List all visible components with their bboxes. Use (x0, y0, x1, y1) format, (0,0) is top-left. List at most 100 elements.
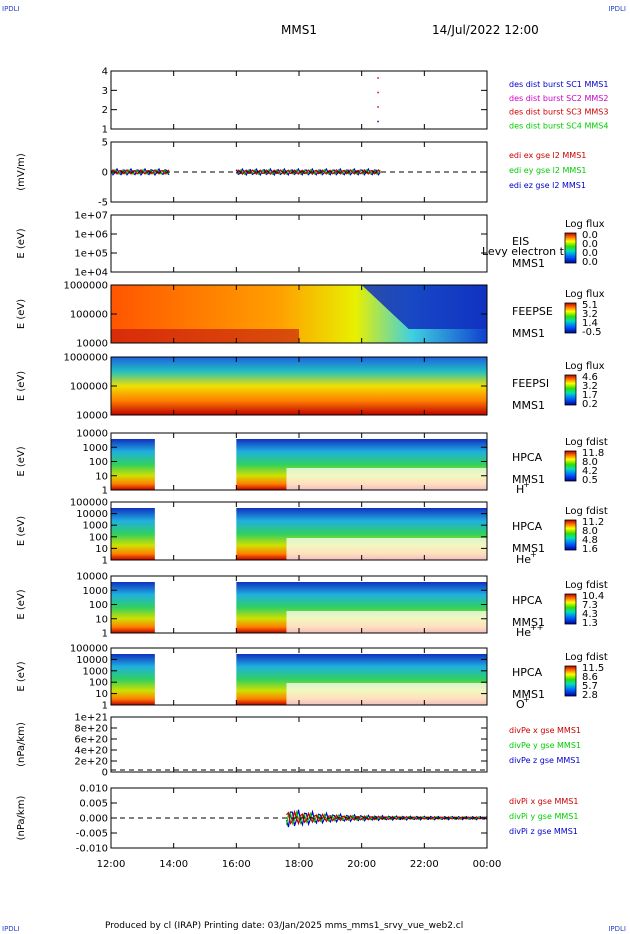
colorbar-value: 8.6 (582, 672, 598, 683)
panel-frame (110, 716, 488, 773)
species-charge: ++ (530, 623, 543, 632)
panel-frame (110, 70, 488, 130)
spectrogram-empty-region (286, 683, 487, 705)
colorbar-title: Log fdist (565, 437, 608, 448)
instrument-label: MMS1 (512, 616, 545, 629)
data-point-0 (377, 77, 379, 79)
ytick-label: 10000 (76, 509, 108, 520)
colorbar (564, 302, 577, 334)
legend-entry: divPe y gse MMS1 (509, 741, 581, 750)
y-axis-label: E (eV) (16, 228, 27, 258)
instrument-label: MMS1 (512, 257, 545, 270)
legend-entry: divPi y gse MMS1 (509, 812, 578, 821)
xtick-label: 00:00 (473, 859, 502, 870)
xtick-label: 22:00 (410, 859, 439, 870)
ytick-label: 2 (102, 105, 108, 116)
species-label: O (516, 698, 525, 711)
colorbar-value: 4.8 (582, 535, 598, 546)
y-axis-label: (mV/m) (16, 153, 27, 191)
ytick-label: 1 (102, 701, 108, 712)
colorbar-value: 11.2 (582, 517, 604, 528)
colorbar-value: 7.3 (582, 600, 598, 611)
ytick-label: 1e+04 (74, 268, 108, 279)
ytick-label: 1 (102, 556, 108, 567)
species-label: He (516, 626, 531, 639)
ytick-label: 5 (102, 138, 108, 149)
colorbar-value: 1.6 (582, 544, 598, 555)
ytick-label: 100 (89, 600, 108, 611)
data-point-3 (377, 120, 379, 123)
ytick-label: 10 (95, 544, 108, 555)
instrument-label: FEEPSE (512, 305, 553, 318)
colorbar-value: -0.5 (582, 327, 602, 338)
spectrogram-block-0 (111, 357, 487, 415)
corner-label-top-right: IPDLI (608, 5, 626, 13)
colorbar-title: Log flux (565, 289, 605, 300)
legend-entry: des dist burst SC4 MMS4 (509, 121, 608, 130)
footer-credits: Produced by cl (IRAP) Printing date: 03/… (105, 921, 464, 931)
ytick-label: 0.005 (79, 799, 108, 810)
spectrogram-block-0 (111, 508, 155, 560)
spectrogram-empty-region (286, 538, 487, 560)
ytick-label: 10000 (76, 339, 108, 350)
series-trace-2-0 (110, 168, 170, 175)
ytick-label: 10 (95, 689, 108, 700)
species-charge: + (530, 550, 537, 559)
xtick-label: 16:00 (222, 859, 251, 870)
ytick-label: 4e+20 (74, 746, 108, 757)
spectrogram-empty-region (286, 611, 487, 633)
spectrogram-low-flux-region (361, 285, 487, 329)
species-charge: + (523, 695, 530, 704)
ytick-label: 100 (89, 678, 108, 689)
ytick-label: 3 (102, 86, 108, 97)
instrument-label: MMS1 (512, 688, 545, 701)
xtick-label: 18:00 (285, 859, 314, 870)
ytick-label: 1000000 (63, 353, 108, 364)
ytick-label: 100 (89, 532, 108, 543)
legend-entry: divPi x gse MMS1 (509, 797, 578, 806)
datetime-title: 14/Jul/2022 12:00 (432, 23, 539, 37)
ytick-label: 4 (102, 67, 108, 78)
ytick-label: 10 (95, 471, 108, 482)
species-label: He (516, 553, 531, 566)
colorbar-value: 8.0 (582, 457, 598, 468)
colorbar-title: Log fdist (565, 652, 608, 663)
legend-entry: edi ex gse l2 MMS1 (509, 151, 586, 160)
ytick-label: 1000 (83, 443, 108, 454)
colorbar-value: 0.0 (582, 239, 598, 250)
colorbar-value: 5.7 (582, 681, 598, 692)
colorbar-title: Log flux (565, 361, 605, 372)
y-axis-label: E (eV) (16, 299, 27, 329)
colorbar-value: 2.8 (582, 690, 598, 701)
ytick-label: 0.000 (79, 814, 108, 825)
xtick-label: 20:00 (347, 859, 376, 870)
colorbar (564, 232, 577, 264)
colorbar-value: 1.3 (582, 618, 598, 629)
colorbar-value: 0.0 (582, 230, 598, 241)
ytick-label: 1 (102, 629, 108, 640)
spectrogram-block-0 (111, 582, 155, 633)
colorbar-value: 10.4 (582, 591, 604, 602)
species-charge: + (523, 480, 530, 489)
series-trace-2-1 (235, 168, 381, 176)
ytick-label: -5 (98, 198, 108, 209)
ytick-label: 10000 (76, 572, 108, 583)
spectrogram-block-0 (111, 654, 155, 705)
colorbar-value: 8.0 (582, 526, 598, 537)
ytick-label: 0.010 (79, 784, 108, 795)
colorbar (564, 593, 577, 625)
instrument-label: HPCA (512, 666, 543, 679)
y-axis-label: E (eV) (16, 446, 27, 476)
colorbar (564, 665, 577, 697)
colorbar (564, 450, 577, 482)
panel-frame (110, 214, 488, 273)
ytick-label: 1 (102, 486, 108, 497)
legend-entry: divPe z gse MMS1 (509, 756, 580, 765)
spectrogram-block-0 (111, 439, 155, 490)
xtick-label: 14:00 (159, 859, 188, 870)
ytick-label: 100000 (70, 382, 108, 393)
ytick-label: 1e+07 (74, 211, 108, 222)
ytick-label: 10000 (76, 411, 108, 422)
ytick-label: 1000 (83, 521, 108, 532)
